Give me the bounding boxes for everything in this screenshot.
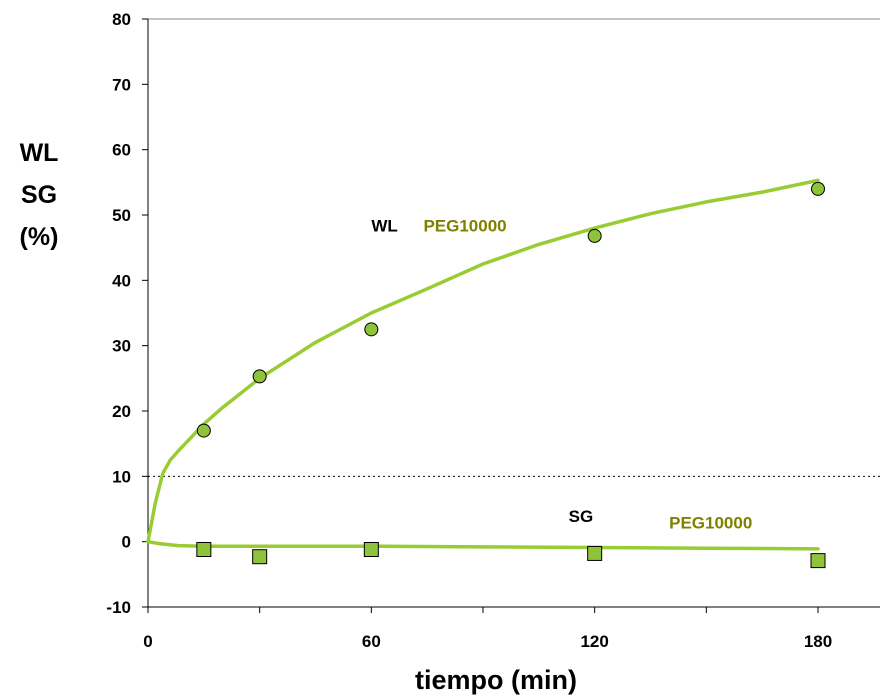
axes [147, 19, 880, 608]
annotation-1: PEG10000 [423, 216, 506, 235]
sg-point-180 [810, 553, 826, 569]
y-tick-label-20: 20 [112, 402, 131, 421]
data-points [196, 181, 826, 569]
y-axis-title-line-2: SG [21, 181, 57, 209]
y-axis-title-line-1: WL [20, 139, 59, 167]
sg-point-120 [587, 545, 603, 561]
x-tick-label-180: 180 [804, 632, 832, 651]
wl-point-15 [196, 423, 211, 438]
sg-point-15 [196, 542, 212, 558]
y-tick-label-50: 50 [112, 206, 131, 225]
annotation-3: PEG10000 [669, 514, 752, 533]
annotations: WL PEG10000 SG PEG10000 [371, 216, 752, 532]
wl-point-60 [364, 322, 379, 337]
y-tick-label--10: -10 [106, 598, 131, 617]
y-axis-title-line-3: (%) [20, 223, 59, 251]
fit-line-sg [146, 539, 820, 551]
annotation-2: SG [569, 507, 594, 526]
reference-lines [148, 18, 880, 477]
sg-point-60 [363, 542, 379, 558]
y-tick-label-30: 30 [112, 337, 131, 356]
x-tick-label-60: 60 [362, 632, 381, 651]
wl-point-180 [811, 181, 825, 196]
sg-point-30 [252, 549, 268, 565]
y-tick-label-40: 40 [112, 271, 131, 290]
y-tick-label-0: 0 [122, 533, 131, 552]
y-tick-label-70: 70 [112, 75, 131, 94]
x-axis-title: tiempo (min) [415, 665, 577, 695]
x-tick-label-0: 0 [143, 632, 152, 651]
y-tick-label-10: 10 [112, 467, 131, 486]
x-tick-label-120: 120 [580, 632, 608, 651]
y-tick-label-80: 80 [112, 10, 131, 29]
wl-point-30 [252, 369, 267, 384]
ticks: -10 0 10 20 30 40 50 60 70 80 0 60 120 180 [106, 10, 832, 651]
wl-point-120 [587, 228, 602, 243]
y-tick-label-60: 60 [112, 141, 131, 160]
fit-line-wl [146, 178, 820, 544]
annotation-0: WL [371, 216, 397, 235]
fit-lines [146, 178, 820, 551]
